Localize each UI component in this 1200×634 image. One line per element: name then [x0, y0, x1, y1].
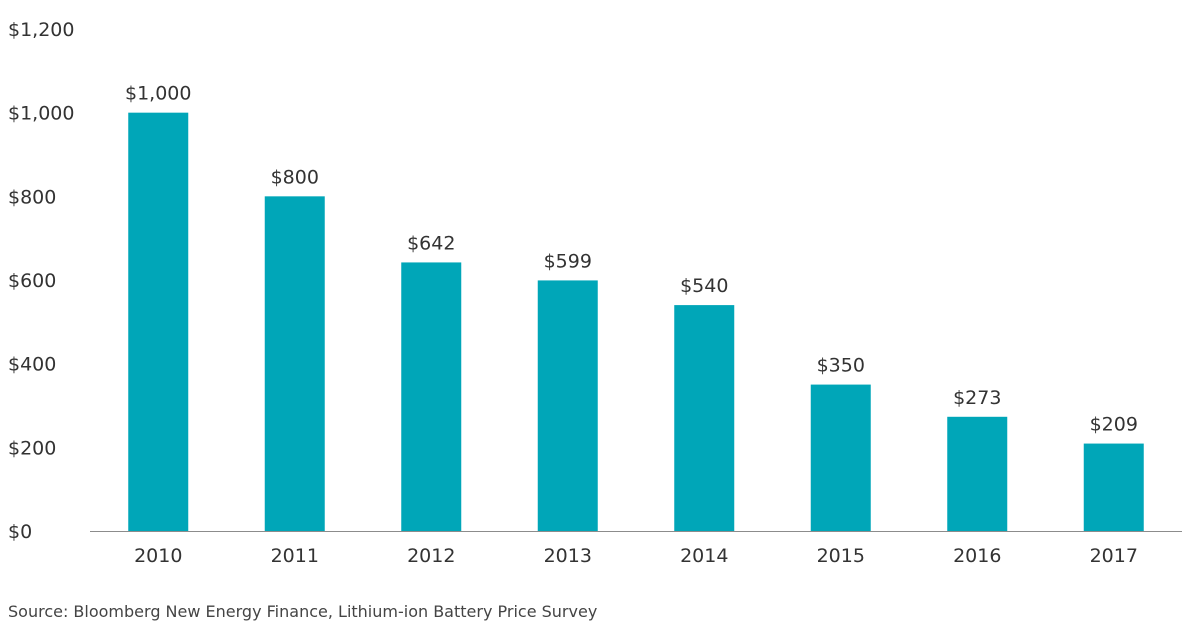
y-tick-label: $1,200: [8, 19, 74, 41]
bar-value-label-2010: $1,000: [125, 83, 191, 105]
x-axis-ticks: 2010 2011 2012 2013 2014 2015 2016 2017: [134, 545, 1138, 567]
y-tick-label: $0: [8, 521, 32, 543]
x-tick-label-2016: 2016: [953, 545, 1001, 567]
x-tick-label-2011: 2011: [271, 545, 319, 567]
y-tick-label: $600: [8, 270, 56, 292]
bar-value-label-2015: $350: [817, 355, 865, 377]
y-tick-label: $800: [8, 186, 56, 208]
bar-value-label-2011: $800: [271, 166, 319, 188]
bars: [128, 112, 1144, 532]
y-tick-label: $1,000: [8, 103, 74, 125]
x-tick-label-2015: 2015: [817, 545, 865, 567]
bar-2012: [401, 262, 462, 531]
bar-value-label-2014: $540: [680, 275, 728, 297]
x-tick-label-2017: 2017: [1090, 545, 1138, 567]
bar-2010: [128, 112, 189, 532]
bar-value-label-2013: $599: [544, 250, 592, 272]
x-tick-label-2010: 2010: [134, 545, 182, 567]
bar-value-label-2012: $642: [407, 232, 455, 254]
y-tick-label: $400: [8, 354, 56, 376]
bar-2013: [537, 280, 598, 531]
x-tick-label-2014: 2014: [680, 545, 728, 567]
y-tick-label: $200: [8, 437, 56, 459]
bar-value-labels: $1,000 $800 $642 $599 $540 $350 $273 $209: [125, 83, 1138, 436]
bar-2014: [674, 305, 735, 531]
bar-value-label-2017: $209: [1090, 414, 1138, 436]
y-axis-ticks: $0 $200 $400 $600 $800 $1,000 $1,200: [8, 19, 74, 543]
bar-value-label-2016: $273: [953, 387, 1001, 409]
bar-2015: [810, 384, 871, 531]
x-tick-label-2013: 2013: [544, 545, 592, 567]
source-note: Source: Bloomberg New Energy Finance, Li…: [8, 602, 598, 621]
bar-2017: [1083, 443, 1144, 531]
bar-2011: [264, 196, 325, 532]
bar-2016: [947, 416, 1008, 531]
x-tick-label-2012: 2012: [407, 545, 455, 567]
